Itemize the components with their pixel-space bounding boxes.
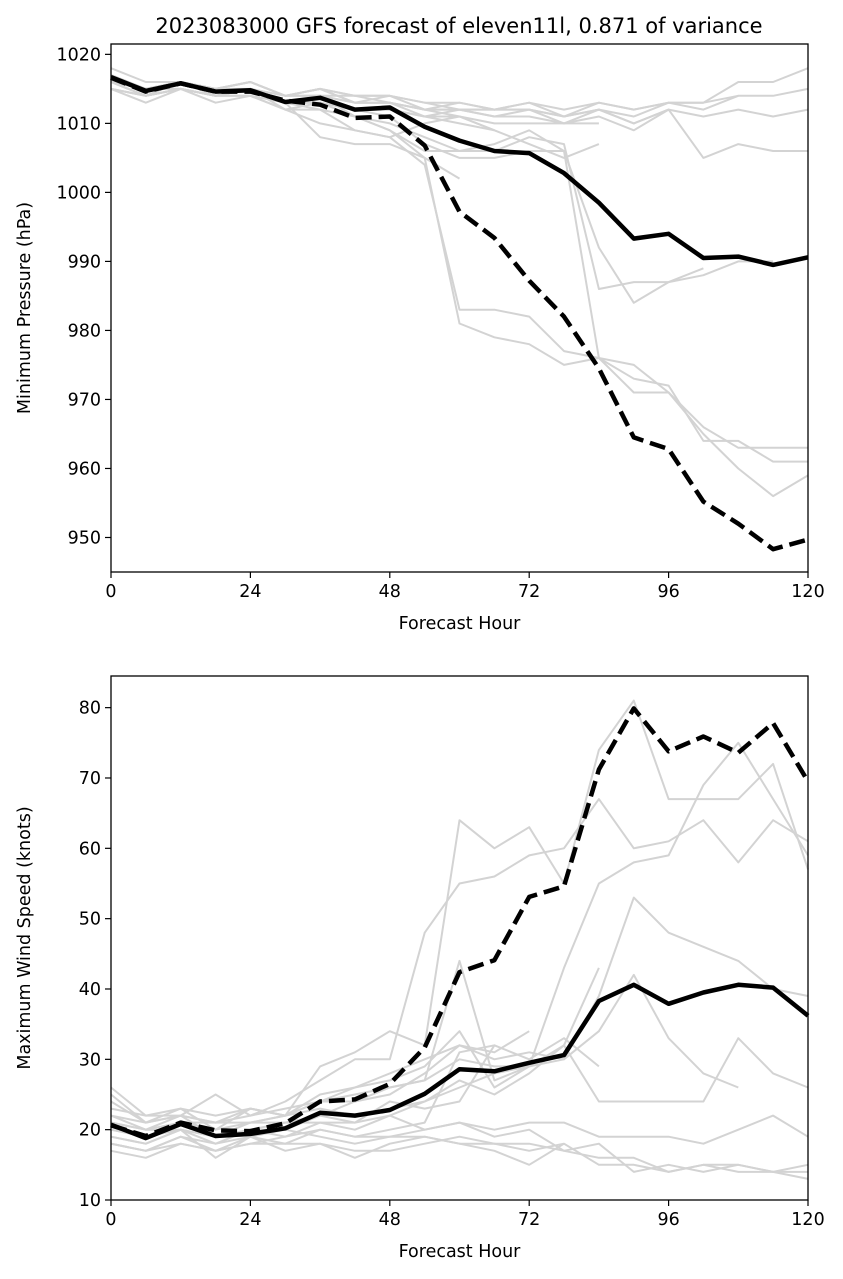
pressure-y-tick-label: 970: [68, 390, 101, 410]
pressure-y-axis-label: Minimum Pressure (hPa): [15, 202, 35, 414]
wind-y-axis-label: Maximum Wind Speed (knots): [15, 806, 35, 1069]
pressure-solid-line: [110, 75, 809, 268]
pressure-dashed-line: [110, 75, 809, 552]
pressure-y-tick-label: 950: [68, 528, 101, 548]
wind-y-tick-label: 20: [79, 1121, 101, 1141]
wind-x-tick-label: 120: [791, 1210, 824, 1230]
wind-y-tick-label: 40: [79, 980, 101, 1000]
wind-x-tick-label: 24: [239, 1210, 261, 1230]
pressure-y-tick-label: 1000: [56, 183, 101, 203]
wind-y-tick-label: 50: [79, 910, 101, 930]
pressure-x-tick-label: 48: [379, 582, 401, 602]
pressure-ensemble-lines: [110, 67, 809, 498]
wind-y-tick-label: 60: [79, 839, 101, 859]
wind-x-axis-label: Forecast Hour: [399, 1242, 522, 1262]
pressure-x-axis-label: Forecast Hour: [399, 614, 522, 634]
pressure-axes: 0 24 48 72 96 120 950 960 970 980 990 1000 1010 1020: [56, 45, 824, 602]
pressure-highlight-lines: [110, 75, 809, 552]
wind-x-tick-label: 72: [518, 1210, 540, 1230]
pressure-y-tick-label: 980: [68, 321, 101, 341]
pressure-plot-frame: [110, 43, 809, 573]
pressure-x-tick-label: 24: [239, 582, 261, 602]
pressure-ensemble-line-15: [110, 87, 808, 463]
wind-y-tick-label: 70: [79, 769, 101, 789]
pressure-x-tick-label: 0: [105, 582, 116, 602]
wind-dashed-line: [110, 706, 810, 1139]
pressure-x-tick-label: 120: [791, 582, 824, 602]
wind-axes: 0 24 48 72 96 120 10 20 30 40 50 60 70 80: [79, 699, 825, 1230]
wind-x-tick-label: 0: [105, 1210, 116, 1230]
pressure-ensemble-line-7: [110, 87, 599, 125]
figure-title: 2023083000 GFS forecast of eleven11l, 0.…: [155, 14, 762, 38]
wind-highlight-lines: [110, 706, 810, 1141]
pressure-y-tick-label: 960: [68, 459, 101, 479]
pressure-x-tick-label: 96: [657, 582, 679, 602]
wind-ensemble-line-7: [110, 1114, 809, 1152]
pressure-ensemble-line-14: [110, 81, 808, 449]
wind-ensemble-line-10: [110, 959, 600, 1124]
pressure-ensemble-line-8: [110, 81, 600, 159]
pressure-ensemble-line-16: [110, 81, 809, 498]
wind-ensemble-line-3: [110, 741, 809, 1131]
wind-solid-line: [110, 982, 810, 1141]
wind-plot-frame: [110, 675, 809, 1201]
pressure-y-tick-label: 1010: [56, 114, 101, 134]
wind-ensemble-lines: [110, 699, 809, 1180]
pressure-y-tick-label: 1020: [56, 45, 101, 65]
wind-y-tick-label: 80: [79, 699, 101, 719]
wind-panel: 0 24 48 72 96 120 10 20 30 40 50 60 70 80 Maximum Win…: [15, 675, 825, 1262]
wind-y-tick-label: 30: [79, 1050, 101, 1070]
wind-ensemble-line-5: [110, 973, 739, 1138]
pressure-panel: 0 24 48 72 96 120950960970980990100010101020 …: [15, 43, 825, 634]
wind-y-tick-label: 10: [79, 1191, 101, 1211]
pressure-x-tick-label: 72: [518, 582, 540, 602]
wind-x-tick-label: 96: [657, 1210, 679, 1230]
wind-ensemble-line-15: [110, 1135, 565, 1166]
wind-ensemble-line-2: [110, 798, 809, 1124]
pressure-y-tick-label: 990: [68, 252, 101, 272]
wind-x-tick-label: 48: [379, 1210, 401, 1230]
wind-ensemble-line-1: [110, 699, 809, 1131]
